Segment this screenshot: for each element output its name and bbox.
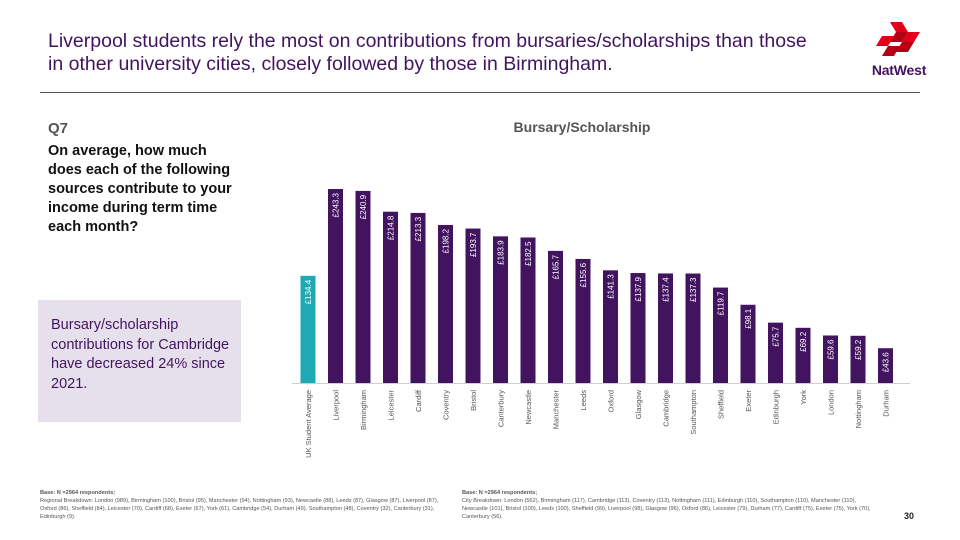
data-label: £59.2 [854,339,863,360]
category-label: Coventry [442,390,451,420]
data-label: £240.9 [359,194,368,219]
bar-cardiff [410,212,426,383]
category-label: Leeds [579,390,588,411]
data-label: £141.3 [607,274,616,299]
bar-coventry [438,224,453,383]
bar-durham [878,348,893,383]
footnote-left-base: Base: N =2964 respondents; [40,490,116,496]
page-number: 30 [904,511,915,521]
bar-uk-student-average [300,275,316,383]
data-label: £59.6 [827,339,836,360]
bar-glasgow [630,273,646,383]
data-label: £137.3 [689,277,698,302]
data-label: £119.7 [717,291,726,315]
category-label: London [827,390,836,415]
category-label: Sheffield [717,390,726,419]
bar-nottingham [850,335,866,383]
natwest-cube-icon [876,22,920,56]
category-label: Cardiff [414,389,423,412]
data-label: £75.7 [772,326,781,347]
bar-sheffield [713,287,728,383]
bar-canterbury [493,236,508,383]
data-label: £193.7 [469,232,478,257]
slide-title-line-1: Liverpool students rely the most on cont… [48,30,807,52]
footnote-left: Base: N =2964 respondents; Regional Brea… [40,489,450,521]
callout-box: Bursary/scholarship contributions for Ca… [38,300,241,422]
data-label: £134.4 [304,279,313,304]
category-label: Manchester [552,390,561,430]
category-label: Durham [882,390,891,417]
data-label: £137.9 [634,276,643,301]
footnote-right: Base: N =2964 respondents; City Breakdow… [462,489,872,521]
bar-cambridge [658,273,673,383]
category-label: York [799,390,808,405]
data-label: £137.4 [662,277,671,302]
natwest-logo: NatWest [868,22,930,82]
footnote-right-base: Base: N =2964 respondents; [462,490,538,496]
category-label: Birmingham [359,390,368,430]
category-label: Bristol [469,390,478,411]
callout-text: Bursary/scholarship contributions for Ca… [51,317,230,392]
slide-title: Liverpool students rely the most on cont… [48,30,828,76]
category-label: Edinburgh [772,390,781,424]
data-label: £214.8 [387,215,396,240]
footnote-right-text: City Breakdown: London (562), Birmingham… [462,498,871,520]
bar-newcastle [520,237,536,383]
category-label: Southampton [689,390,698,435]
category-label: Leicester [387,390,396,421]
data-label: £182.5 [524,241,533,266]
bar-london [823,335,838,383]
data-label: £69.2 [799,331,808,352]
bar-york [795,327,811,383]
bar-exeter [740,304,756,383]
bar-oxford [603,270,618,383]
footnote-left-text: Regional Breakdown: London (989), Birmin… [40,498,439,520]
category-label: Liverpool [332,390,341,421]
bar-leicester [383,211,398,383]
data-label: £213.3 [414,216,423,241]
title-divider [40,92,920,93]
slide-title-line-2: in other university cities, closely foll… [48,53,613,75]
data-label: £243.3 [332,192,341,217]
category-label: UK Student Average [304,390,313,458]
category-label: Cambridge [662,390,671,427]
data-label: £198.2 [442,228,451,253]
category-label: Glasgow [634,389,643,419]
bar-edinburgh [768,322,783,383]
data-label: £98.1 [744,308,753,329]
data-label: £183.9 [497,240,506,265]
bar-southampton [685,273,701,383]
brand-name: NatWest [871,62,927,78]
category-label: Newcastle [524,390,533,425]
category-label: Exeter [744,390,753,412]
bar-bristol [465,228,481,383]
data-label: £155.6 [579,262,588,287]
bar-liverpool [328,189,343,383]
category-label: Nottingham [854,390,863,428]
data-label: £43.6 [882,352,891,373]
bar-birmingham [355,190,371,383]
bar-leeds [575,258,591,383]
question-text: On average, how much does each of the fo… [48,143,232,235]
category-label: Canterbury [497,390,506,427]
chart-title: Bursary/Scholarship [514,119,651,135]
category-label: Oxford [607,390,616,413]
data-label: £165.7 [552,254,561,279]
bar-manchester [548,250,563,383]
question-number: Q7 [48,120,69,137]
